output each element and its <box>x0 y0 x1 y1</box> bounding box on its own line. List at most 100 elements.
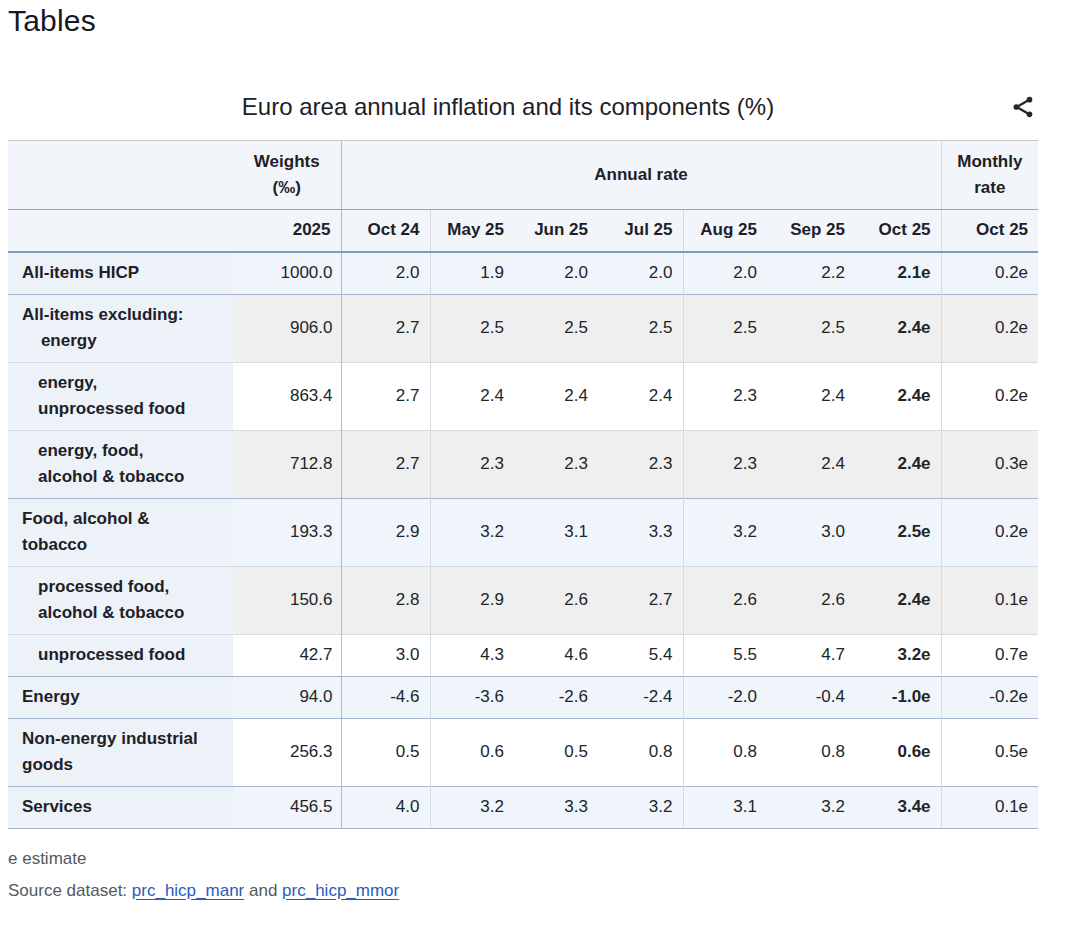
annual-rate-cell: 2.4 <box>767 431 855 499</box>
annual-rate-cell: 2.7 <box>341 431 430 499</box>
annual-rate-cell: 2.4e <box>855 363 941 431</box>
annual-rate-cell: 2.7 <box>341 295 430 363</box>
table-row: energy, unprocessed food863.42.72.42.42.… <box>8 363 1038 431</box>
month-header-cell: May 25 <box>430 210 514 253</box>
annual-rate-cell: 2.5 <box>598 295 683 363</box>
annual-rate-cell: 0.5 <box>514 719 598 787</box>
monthly-rate-header-cell: Monthly rate <box>941 141 1038 210</box>
row-label-cell: All-items excluding: energy <box>8 295 233 363</box>
header-row-groups: Weights (‰) Annual rate Monthly rate <box>8 141 1038 210</box>
table-row: All-items HICP1000.02.01.92.02.02.02.22.… <box>8 252 1038 295</box>
month-header-cell: Oct 25 <box>855 210 941 253</box>
annual-rate-cell: 0.8 <box>767 719 855 787</box>
annual-rate-cell: 2.6 <box>683 567 767 635</box>
annual-rate-cell: 5.4 <box>598 635 683 677</box>
weight-cell: 150.6 <box>233 567 341 635</box>
monthly-rate-cell: 0.3e <box>941 431 1038 499</box>
annual-rate-cell: 3.0 <box>341 635 430 677</box>
annual-rate-cell: 2.2 <box>767 252 855 295</box>
table-row: energy, food, alcohol & tobacco712.82.72… <box>8 431 1038 499</box>
annual-rate-cell: -2.4 <box>598 677 683 719</box>
weight-cell: 193.3 <box>233 499 341 567</box>
annual-rate-cell: 2.6 <box>767 567 855 635</box>
table-row: processed food, alcohol & tobacco150.62.… <box>8 567 1038 635</box>
weight-cell: 712.8 <box>233 431 341 499</box>
monthly-rate-cell: 0.5e <box>941 719 1038 787</box>
share-button[interactable] <box>1008 92 1038 122</box>
annual-rate-cell: 3.1 <box>683 787 767 829</box>
row-label-cell: unprocessed food <box>8 635 233 677</box>
row-label-cell: processed food, alcohol & tobacco <box>8 567 233 635</box>
monthly-rate-cell: 0.7e <box>941 635 1038 677</box>
monthly-rate-cell: 0.2e <box>941 295 1038 363</box>
month-header-cell: Jul 25 <box>598 210 683 253</box>
annual-rate-cell: 2.4e <box>855 567 941 635</box>
month-header-cell: Aug 25 <box>683 210 767 253</box>
annual-rate-cell: 0.5 <box>341 719 430 787</box>
annual-rate-cell: 3.3 <box>514 787 598 829</box>
table-row: Services456.54.03.23.33.23.13.23.4e0.1e <box>8 787 1038 829</box>
annual-rate-cell: 2.4 <box>598 363 683 431</box>
annual-rate-cell: 2.4 <box>430 363 514 431</box>
monthly-rate-cell: 0.2e <box>941 363 1038 431</box>
weight-cell: 42.7 <box>233 635 341 677</box>
annual-rate-cell: 5.5 <box>683 635 767 677</box>
monthly-rate-cell: 0.2e <box>941 499 1038 567</box>
annual-rate-cell: 2.0 <box>341 252 430 295</box>
annual-rate-cell: 2.6 <box>514 567 598 635</box>
annual-rate-cell: 4.3 <box>430 635 514 677</box>
table-header: Weights (‰) Annual rate Monthly rate 202… <box>8 141 1038 253</box>
annual-rate-cell: -4.6 <box>341 677 430 719</box>
annual-rate-cell: 3.3 <box>598 499 683 567</box>
annual-rate-cell: 2.7 <box>341 363 430 431</box>
header-corner-cell <box>8 141 233 210</box>
source-link-prc-hicp-manr[interactable]: prc_hicp_manr <box>132 881 244 900</box>
annual-rate-cell: 2.5e <box>855 499 941 567</box>
annual-rate-cell: 2.4 <box>514 363 598 431</box>
annual-rate-cell: 4.6 <box>514 635 598 677</box>
source-link-prc-hicp-mmor[interactable]: prc_hicp_mmor <box>282 881 399 900</box>
table-row: Energy94.0-4.6-3.6-2.6-2.4-2.0-0.4-1.0e-… <box>8 677 1038 719</box>
annual-rate-cell: 3.2 <box>430 499 514 567</box>
annual-rate-cell: 2.3 <box>598 431 683 499</box>
annual-rate-cell: 2.5 <box>767 295 855 363</box>
annual-rate-cell: 2.5 <box>430 295 514 363</box>
weight-cell: 256.3 <box>233 719 341 787</box>
annual-rate-cell: 2.5 <box>683 295 767 363</box>
inflation-widget: Euro area annual inflation and its compo… <box>8 90 1038 904</box>
month-header-cell: Jun 25 <box>514 210 598 253</box>
monthly-rate-cell: 0.2e <box>941 252 1038 295</box>
annual-rate-cell: 3.4e <box>855 787 941 829</box>
annual-rate-cell: 0.8 <box>683 719 767 787</box>
table-title: Euro area annual inflation and its compo… <box>8 93 1008 121</box>
share-icon <box>1010 94 1036 120</box>
annual-rate-cell: 0.6e <box>855 719 941 787</box>
annual-rate-cell: 2.7 <box>598 567 683 635</box>
source-prefix: Source dataset: <box>8 881 132 900</box>
annual-rate-cell: -1.0e <box>855 677 941 719</box>
annual-rate-cell: 3.1 <box>514 499 598 567</box>
table-row: Food, alcohol & tobacco193.32.93.23.13.3… <box>8 499 1038 567</box>
row-label-cell: energy, unprocessed food <box>8 363 233 431</box>
annual-rate-cell: -3.6 <box>430 677 514 719</box>
annual-rate-cell: 2.9 <box>341 499 430 567</box>
annual-rate-cell: 2.1e <box>855 252 941 295</box>
weight-cell: 1000.0 <box>233 252 341 295</box>
annual-rate-cell: -2.0 <box>683 677 767 719</box>
header-empty-cell <box>8 210 233 253</box>
annual-rate-cell: 2.8 <box>341 567 430 635</box>
row-label-cell: Services <box>8 787 233 829</box>
weights-year-cell: 2025 <box>233 210 341 253</box>
estimate-footnote: e estimate <box>8 846 1038 872</box>
annual-rate-cell: 2.4 <box>767 363 855 431</box>
annual-rate-cell: 2.4e <box>855 295 941 363</box>
annual-rate-cell: 2.3 <box>683 363 767 431</box>
row-label-cell: Non-energy industrial goods <box>8 719 233 787</box>
weights-header-cell: Weights (‰) <box>233 141 341 210</box>
annual-rate-cell: 3.0 <box>767 499 855 567</box>
page: Tables Euro area annual inflation and it… <box>0 0 1091 914</box>
source-dataset-line: Source dataset: prc_hicp_manr and prc_hi… <box>8 878 1038 904</box>
widget-title-bar: Euro area annual inflation and its compo… <box>8 90 1038 124</box>
row-label-cell: All-items HICP <box>8 252 233 295</box>
annual-rate-cell: 3.2 <box>767 787 855 829</box>
